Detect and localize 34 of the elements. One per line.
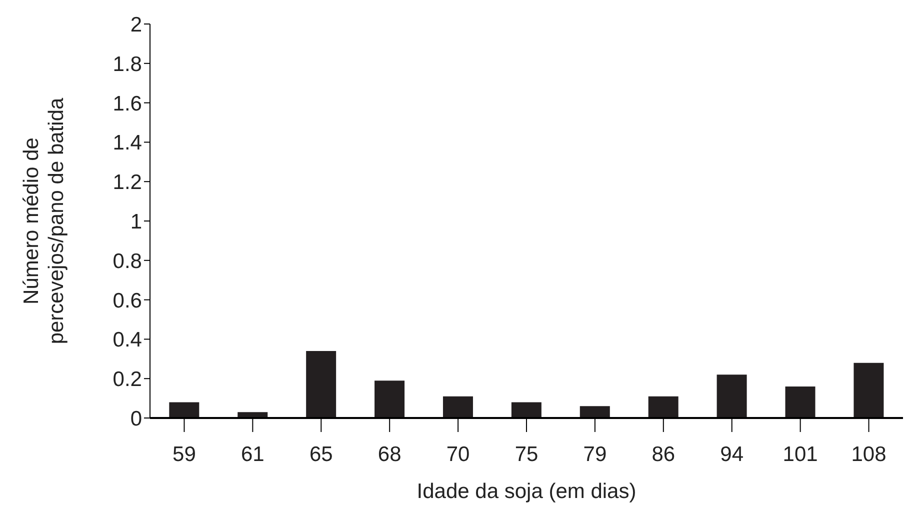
x-tick-label: 86 xyxy=(652,442,676,466)
x-tick-label: 94 xyxy=(720,442,744,466)
bar xyxy=(648,396,678,418)
bar xyxy=(374,380,405,418)
bar xyxy=(716,374,747,418)
x-tick-label: 68 xyxy=(378,442,402,466)
bar xyxy=(306,351,336,418)
x-tick-label: 75 xyxy=(514,442,538,466)
y-tick-label: 0.2 xyxy=(112,368,142,392)
bar xyxy=(580,406,610,418)
x-tick-label: 79 xyxy=(583,442,607,466)
bar xyxy=(169,402,200,418)
x-tick-label: 108 xyxy=(851,442,886,466)
y-tick-label: 0.4 xyxy=(112,328,142,352)
y-tick-label: 0.8 xyxy=(112,250,142,273)
bar xyxy=(442,396,473,418)
x-tick-label: 61 xyxy=(241,442,264,466)
x-tick-label: 59 xyxy=(172,442,196,466)
x-tick-label: 101 xyxy=(782,442,818,466)
y-tick-label: 1.2 xyxy=(112,171,142,194)
y-axis-title: Número médio de percevejos/pano de batida xyxy=(20,98,68,344)
y-tick-label: 1 xyxy=(130,210,142,234)
x-tick-label: 65 xyxy=(309,442,333,466)
y-tick-label: 0.6 xyxy=(112,289,142,312)
x-axis-title: Idade da soja (em dias) xyxy=(416,480,636,503)
y-tick-label: 1.4 xyxy=(112,132,142,155)
bar xyxy=(854,362,884,418)
y-tick-label: 1.8 xyxy=(112,52,142,76)
x-tick-label: 70 xyxy=(446,442,470,466)
bar xyxy=(511,402,542,418)
y-tick-label: 2 xyxy=(130,13,142,36)
y-tick-label: 0 xyxy=(130,407,142,430)
bar xyxy=(785,386,816,418)
y-tick-label: 1.6 xyxy=(112,92,142,116)
